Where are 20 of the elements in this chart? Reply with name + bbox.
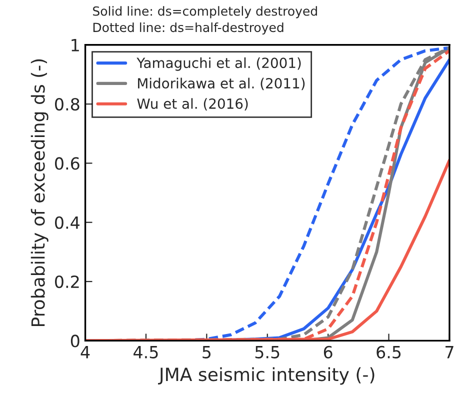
- y-tick-label: 1: [72, 39, 79, 52]
- text: Dotted line: ds=half-destroyed: [93, 22, 284, 35]
- y-tick-label: 0.2: [55, 275, 79, 288]
- x-tick-label: 4: [80, 346, 90, 358]
- legend-label: Yamaguchi et al. (2001): [136, 57, 301, 71]
- x-tick-label: 5.5: [255, 346, 280, 358]
- x-tick-label: 7: [446, 346, 454, 358]
- y-tick-label: 0: [70, 334, 80, 348]
- x-tick-label: 6: [324, 346, 332, 358]
- y-tick-label: 0.8: [55, 98, 80, 111]
- x-tick-label: 5: [202, 346, 211, 358]
- x-tick-label: 4.5: [134, 346, 158, 358]
- legend-label: Wu et al. (2016): [137, 98, 248, 111]
- y-axis-title: Probability of exceeding ds (-): [30, 59, 48, 326]
- y-tick-label: 0.4: [55, 216, 80, 229]
- x-axis-title: JMA seismic intensity (-): [158, 367, 374, 385]
- x-tick-label: 6.5: [376, 346, 401, 358]
- text: Solid line: ds=completely destroyed: [93, 6, 317, 18]
- legend-label: Midorikawa et al. (2011): [138, 78, 305, 90]
- y-tick-label: 0.6: [55, 157, 80, 170]
